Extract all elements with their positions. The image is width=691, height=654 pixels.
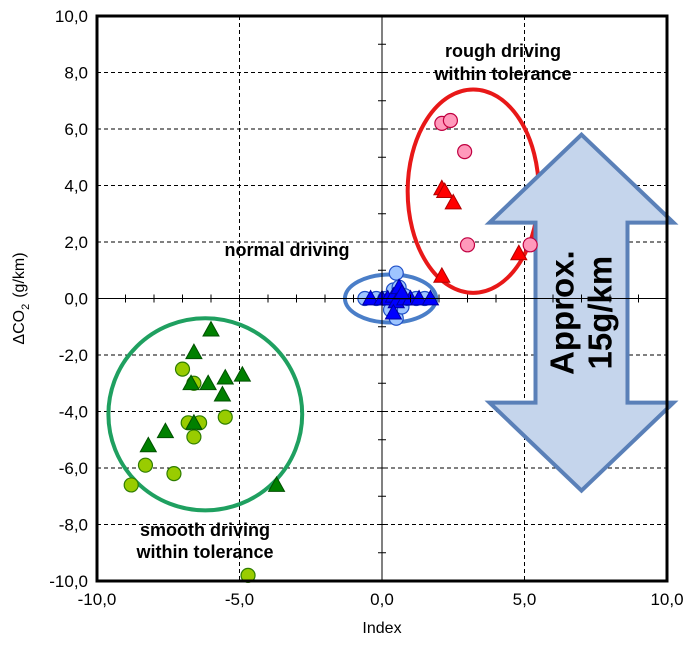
y-tick-label: -6,0 bbox=[59, 459, 88, 478]
annotation-smooth-line1: smooth driving bbox=[140, 520, 270, 540]
data-point-triangle bbox=[433, 266, 451, 283]
data-point-triangle bbox=[361, 289, 380, 306]
data-point-triangle bbox=[421, 289, 440, 306]
data-point-triangle bbox=[216, 368, 235, 385]
arrow-text-group: Approx. 15g/km bbox=[544, 250, 619, 375]
x-axis-title: Index bbox=[362, 620, 401, 637]
data-point-triangle bbox=[213, 385, 232, 402]
data-point-triangle bbox=[182, 374, 200, 391]
data-point-triangle bbox=[509, 244, 528, 261]
x-tick-label: 0,0 bbox=[370, 590, 394, 609]
data-point-triangle bbox=[233, 365, 252, 382]
x-tick-label: 5,0 bbox=[513, 590, 537, 609]
double-arrow-shape bbox=[484, 131, 679, 494]
data-point-triangle bbox=[199, 374, 217, 391]
data-point-circle bbox=[459, 237, 476, 253]
y-tick-label: 2,0 bbox=[64, 233, 88, 252]
x-tick-label: -5,0 bbox=[225, 590, 254, 609]
data-point-triangle bbox=[185, 413, 203, 430]
y-tick-label: 10,0 bbox=[55, 7, 88, 26]
data-point-triangle bbox=[139, 436, 158, 453]
y-tick-label: -8,0 bbox=[59, 516, 88, 535]
annotation-rough-line2: within tolerance bbox=[433, 64, 571, 84]
ellipse-rough bbox=[405, 87, 541, 295]
y-tick-label: 8,0 bbox=[64, 64, 88, 83]
data-point-circle bbox=[217, 409, 233, 425]
data-point-triangle bbox=[267, 475, 286, 492]
annotation-rough-line1: rough driving bbox=[445, 41, 561, 61]
y-tick-label: 0,0 bbox=[64, 290, 88, 309]
arrow-label-line2: 15g/km bbox=[582, 256, 619, 370]
annotation-smooth-line2: within tolerance bbox=[135, 542, 273, 562]
data-point-circle bbox=[522, 237, 538, 253]
data-point-triangle bbox=[435, 182, 454, 199]
data-point-triangle bbox=[156, 422, 175, 439]
data-point-circle bbox=[457, 144, 473, 160]
data-point-triangle bbox=[393, 283, 411, 300]
y-tick-label: 6,0 bbox=[64, 120, 88, 139]
y-axis-title-subscript: 2 bbox=[20, 304, 32, 310]
axis-ticks: -10,0 -5,0 0,0 5,0 10,0 10,0 8,0 6,0 4,0 2,0 0,0 -2… bbox=[49, 7, 683, 609]
data-point-triangle bbox=[384, 303, 403, 320]
data-point-triangle bbox=[444, 193, 463, 210]
y-tick-label: 4,0 bbox=[64, 177, 88, 196]
data-point-circle bbox=[166, 466, 182, 482]
group-ellipses bbox=[106, 87, 541, 513]
y-axis-title-unit: (g/km) bbox=[11, 252, 28, 297]
data-point-triangle bbox=[185, 343, 203, 360]
x-tick-label: -10,0 bbox=[78, 590, 117, 609]
double-arrow-icon: Approx. 15g/km bbox=[484, 131, 679, 494]
y-tick-label: -4,0 bbox=[59, 403, 88, 422]
data-point-circle bbox=[137, 457, 154, 473]
y-tick-label: -10,0 bbox=[49, 572, 88, 591]
data-point-triangle bbox=[410, 289, 428, 306]
annotation-normal: normal driving bbox=[224, 240, 349, 260]
data-point-circle bbox=[186, 429, 202, 445]
y-axis-title-main: ΔCO bbox=[11, 310, 28, 345]
data-point-circle bbox=[442, 112, 458, 129]
data-point-triangle bbox=[202, 320, 220, 337]
y-axis-title: ΔCO2 (g/km) bbox=[11, 252, 32, 344]
ellipse-smooth bbox=[106, 316, 305, 513]
data-point-circle bbox=[388, 265, 404, 281]
data-point-circle bbox=[174, 361, 191, 377]
x-tick-label: 10,0 bbox=[650, 590, 683, 609]
data-points bbox=[123, 112, 538, 583]
data-point-circle bbox=[123, 477, 139, 493]
y-tick-label: -2,0 bbox=[59, 346, 88, 365]
arrow-label-line1: Approx. bbox=[544, 250, 581, 375]
